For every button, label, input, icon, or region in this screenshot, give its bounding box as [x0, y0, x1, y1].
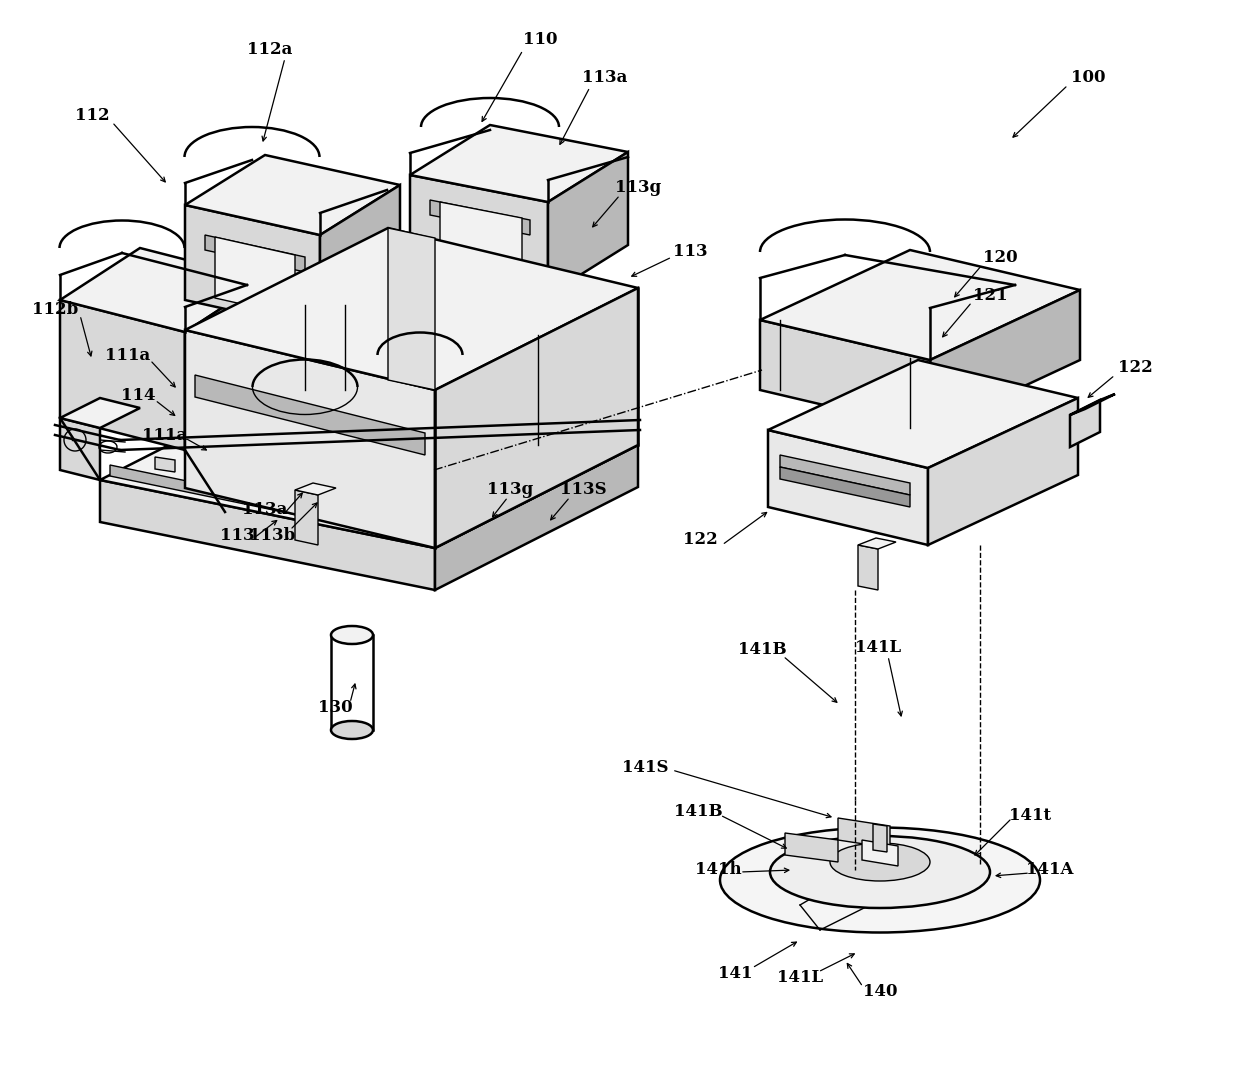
- Polygon shape: [928, 398, 1078, 545]
- Text: 141B: 141B: [673, 803, 723, 820]
- Polygon shape: [320, 185, 401, 330]
- Polygon shape: [185, 227, 639, 390]
- Polygon shape: [205, 235, 305, 272]
- Ellipse shape: [331, 626, 373, 644]
- Polygon shape: [440, 202, 522, 280]
- Polygon shape: [780, 467, 910, 507]
- Text: 141L: 141L: [777, 970, 823, 987]
- Text: 111a: 111a: [143, 426, 187, 443]
- Text: 112b: 112b: [32, 301, 78, 318]
- Text: 112a: 112a: [247, 42, 293, 59]
- Text: 113S: 113S: [559, 482, 606, 499]
- Text: 141h: 141h: [694, 862, 742, 879]
- Polygon shape: [410, 175, 548, 295]
- Polygon shape: [100, 377, 639, 548]
- Ellipse shape: [830, 843, 930, 881]
- Text: 113: 113: [219, 527, 254, 544]
- Polygon shape: [430, 200, 529, 235]
- Polygon shape: [410, 125, 627, 202]
- Text: 122: 122: [1117, 360, 1152, 377]
- Ellipse shape: [331, 721, 373, 739]
- Text: 141B: 141B: [738, 642, 786, 659]
- Polygon shape: [185, 205, 320, 330]
- Polygon shape: [768, 360, 1078, 468]
- Text: 121: 121: [972, 286, 1007, 303]
- Polygon shape: [60, 398, 140, 428]
- Text: 141S: 141S: [621, 759, 668, 776]
- Text: 140: 140: [863, 984, 898, 1001]
- Polygon shape: [785, 833, 838, 862]
- Text: 113g: 113g: [487, 482, 533, 499]
- Polygon shape: [388, 227, 435, 390]
- Polygon shape: [110, 465, 432, 543]
- Polygon shape: [862, 841, 898, 866]
- Polygon shape: [760, 250, 1080, 360]
- Polygon shape: [295, 490, 317, 545]
- Text: 113b: 113b: [249, 527, 295, 544]
- Polygon shape: [768, 430, 928, 545]
- Text: 141A: 141A: [1027, 862, 1074, 879]
- Text: 112: 112: [74, 107, 109, 124]
- Ellipse shape: [720, 828, 1040, 932]
- Text: 141L: 141L: [854, 640, 901, 657]
- Polygon shape: [780, 455, 910, 494]
- Text: 113a: 113a: [242, 502, 288, 518]
- Polygon shape: [858, 545, 878, 590]
- Ellipse shape: [770, 836, 990, 908]
- Polygon shape: [1070, 400, 1100, 447]
- Text: 113a: 113a: [583, 69, 627, 87]
- Polygon shape: [760, 320, 930, 430]
- Text: 113g: 113g: [615, 179, 661, 197]
- Text: 114: 114: [120, 387, 155, 404]
- Polygon shape: [838, 818, 890, 848]
- Polygon shape: [873, 824, 887, 852]
- Polygon shape: [195, 375, 425, 455]
- Text: 130: 130: [317, 700, 352, 717]
- Text: 141: 141: [718, 965, 753, 983]
- Polygon shape: [100, 480, 435, 590]
- Polygon shape: [435, 288, 639, 548]
- Polygon shape: [1070, 394, 1115, 415]
- Polygon shape: [185, 330, 435, 548]
- Polygon shape: [60, 418, 100, 480]
- Polygon shape: [930, 290, 1080, 430]
- Polygon shape: [435, 445, 639, 590]
- Polygon shape: [295, 483, 336, 494]
- Text: 110: 110: [523, 31, 557, 48]
- Polygon shape: [432, 430, 635, 543]
- Text: 111a: 111a: [105, 346, 150, 363]
- Polygon shape: [60, 300, 185, 450]
- Polygon shape: [858, 538, 897, 549]
- Polygon shape: [185, 280, 265, 450]
- Polygon shape: [155, 457, 175, 472]
- Text: 120: 120: [982, 250, 1017, 267]
- Polygon shape: [185, 155, 401, 235]
- Text: 141t: 141t: [1009, 806, 1052, 823]
- Text: 100: 100: [1071, 69, 1105, 87]
- Text: 113: 113: [672, 244, 707, 261]
- Polygon shape: [548, 152, 627, 295]
- Text: 122: 122: [683, 532, 718, 549]
- Polygon shape: [215, 237, 295, 316]
- Polygon shape: [60, 248, 265, 332]
